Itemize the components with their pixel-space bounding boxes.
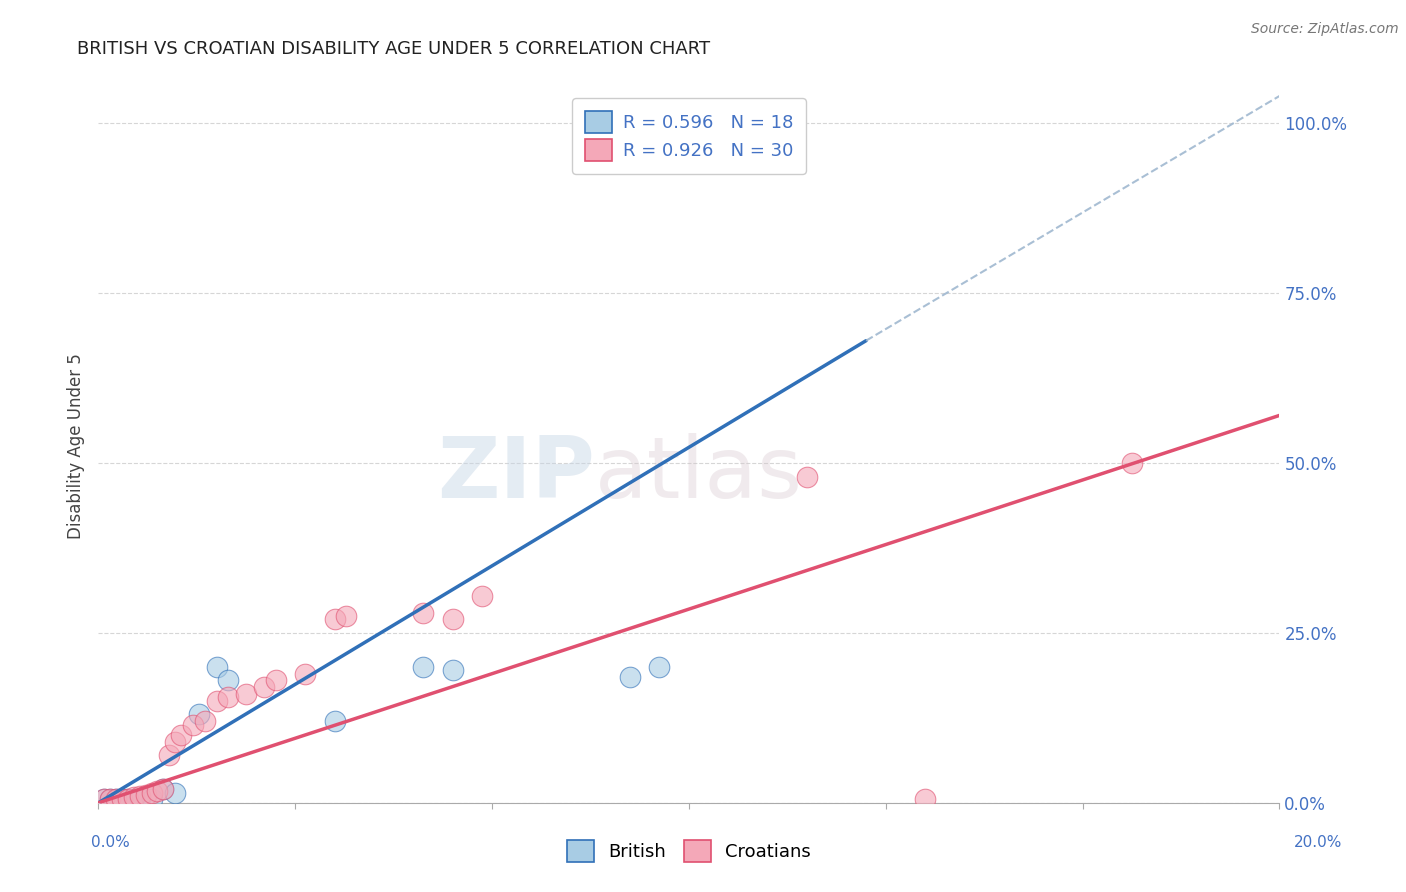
Point — [217, 673, 239, 688]
Point — [141, 786, 163, 800]
Point — [294, 666, 316, 681]
Point — [141, 792, 163, 806]
Point — [122, 792, 145, 806]
Point — [335, 608, 357, 623]
Point — [117, 792, 139, 806]
Point — [181, 717, 204, 731]
Point — [914, 792, 936, 806]
Point — [194, 714, 217, 729]
Point — [217, 690, 239, 705]
Point — [205, 660, 228, 674]
Text: ZIP: ZIP — [437, 433, 595, 516]
Point — [205, 694, 228, 708]
Point — [441, 612, 464, 626]
Legend: R = 0.596   N = 18, R = 0.926   N = 30: R = 0.596 N = 18, R = 0.926 N = 30 — [572, 98, 806, 174]
Point — [128, 792, 150, 806]
Point — [98, 792, 121, 806]
Y-axis label: Disability Age Under 5: Disability Age Under 5 — [66, 353, 84, 539]
Point — [441, 663, 464, 677]
Point — [135, 788, 157, 802]
Point — [648, 660, 671, 674]
Text: Source: ZipAtlas.com: Source: ZipAtlas.com — [1251, 22, 1399, 37]
Point — [152, 782, 174, 797]
Point — [128, 789, 150, 803]
Point — [323, 714, 346, 729]
Point — [412, 606, 434, 620]
Point — [105, 792, 128, 806]
Point — [323, 612, 346, 626]
Point — [1121, 456, 1143, 470]
Point — [111, 792, 134, 806]
Point — [264, 673, 287, 688]
Point — [105, 792, 128, 806]
Point — [253, 680, 276, 694]
Point — [412, 660, 434, 674]
Point — [93, 792, 115, 806]
Point — [152, 782, 174, 797]
Point — [619, 670, 641, 684]
Text: 20.0%: 20.0% — [1295, 836, 1343, 850]
Point — [111, 792, 134, 806]
Point — [157, 748, 180, 763]
Point — [170, 728, 193, 742]
Text: atlas: atlas — [595, 433, 803, 516]
Point — [165, 786, 187, 800]
Point — [165, 734, 187, 748]
Text: 0.0%: 0.0% — [91, 836, 131, 850]
Point — [146, 783, 169, 797]
Text: BRITISH VS CROATIAN DISABILITY AGE UNDER 5 CORRELATION CHART: BRITISH VS CROATIAN DISABILITY AGE UNDER… — [77, 40, 710, 58]
Point — [122, 790, 145, 805]
Point — [117, 792, 139, 806]
Point — [98, 792, 121, 806]
Point — [93, 792, 115, 806]
Point — [471, 589, 494, 603]
Point — [235, 687, 257, 701]
Point — [796, 469, 818, 483]
Legend: British, Croatians: British, Croatians — [560, 833, 818, 870]
Point — [187, 707, 209, 722]
